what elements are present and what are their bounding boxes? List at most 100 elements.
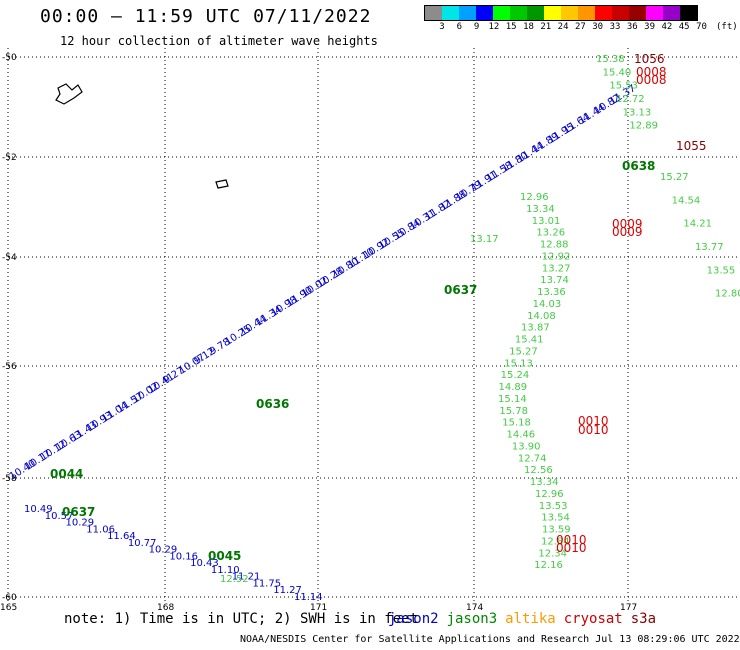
track-label: 14.08 xyxy=(527,311,556,322)
track-label: 11.10 xyxy=(211,565,240,576)
track-label: 12.56 xyxy=(524,465,553,476)
legend-label: 15 xyxy=(505,22,517,32)
legend-swatch xyxy=(578,6,595,20)
track-label: 13.77 xyxy=(695,242,724,253)
lat-label: -52 xyxy=(2,153,17,163)
track-label: 12.96 xyxy=(535,489,564,500)
track-label: 12.84 xyxy=(541,536,570,547)
lon-label: 171 xyxy=(310,603,327,613)
track-label: 0010 xyxy=(556,533,587,547)
legend-swatch xyxy=(527,6,544,20)
track-label: 10.29 xyxy=(66,518,95,529)
lat-label: -56 xyxy=(2,362,17,372)
track-label: 1055 xyxy=(676,139,707,153)
legend-label: 3 xyxy=(439,22,445,32)
track-label: 13.36 xyxy=(537,287,566,298)
lat-label: -50 xyxy=(2,53,17,63)
track-label: 13.87 xyxy=(521,323,550,334)
track-label: 0045 xyxy=(208,549,241,563)
track-label: 0010 xyxy=(578,414,609,428)
legend-swatch xyxy=(425,6,442,20)
track-label: 12.89 xyxy=(629,121,658,132)
track-label: 12.88 xyxy=(540,240,569,251)
track-label: 1056 xyxy=(634,52,665,66)
track-label: 10.43 xyxy=(190,558,219,569)
lat-label: -54 xyxy=(2,253,17,263)
track-label: 11.21 xyxy=(232,572,261,583)
legend-label: 21 xyxy=(540,22,552,32)
track-label: 10.29 xyxy=(149,545,178,556)
track-label: 11.75 xyxy=(252,578,281,589)
legend-label: 12 xyxy=(488,22,500,32)
legend-label: 70 xyxy=(696,22,707,32)
track-label: 0010 xyxy=(578,423,609,437)
track-label: 10.49 xyxy=(24,504,53,515)
track-label: 11.64 xyxy=(107,531,136,542)
track-label: 0044 xyxy=(50,467,83,481)
track-label: 12.80 xyxy=(715,289,740,300)
track-label: 13.34 xyxy=(530,477,559,488)
track-label: 13.54 xyxy=(541,513,570,524)
track-label: 0009 xyxy=(612,225,643,239)
legend-swatch xyxy=(629,6,646,20)
track-label: 15.24 xyxy=(501,370,530,381)
track-label: 12.72 xyxy=(616,94,645,105)
legend-swatch xyxy=(476,6,493,20)
track-label: 14.54 xyxy=(672,195,701,206)
track-label: 0009 xyxy=(612,217,643,231)
track-label: 11.14 xyxy=(294,592,323,603)
legend-label: 18 xyxy=(523,22,534,32)
legend-label: 24 xyxy=(557,22,569,32)
satellite-legend: jason2 jason3 altika cryosat s3a xyxy=(388,611,664,627)
legend-label: 9 xyxy=(473,22,480,32)
legend-swatch xyxy=(595,6,612,20)
legend-label: 27 xyxy=(574,22,586,32)
track-label: 14.46 xyxy=(507,430,536,441)
track-label: 15.53 xyxy=(609,81,638,92)
page-title: 00:00 – 11:59 UTC 07/11/2022 xyxy=(40,6,372,27)
track-label: 15.78 xyxy=(499,406,528,417)
track-label: 0008 xyxy=(636,73,667,87)
track-label: 13.34 xyxy=(526,204,555,215)
track-label: 14.03 xyxy=(533,299,562,310)
legend-label: 39 xyxy=(644,22,656,32)
legend-label: 42 xyxy=(661,22,673,32)
lon-label: 174 xyxy=(466,603,483,613)
track-label: 0637 xyxy=(62,505,95,519)
legend-swatch xyxy=(612,6,629,20)
track-label: 13.74 xyxy=(540,275,569,286)
satellite-name: jason2 xyxy=(388,611,439,627)
track-label: 12.96 xyxy=(520,192,549,203)
track-label: 12.34 xyxy=(538,548,567,559)
footer-credit: NOAA/NESDIS Center for Satellite Applica… xyxy=(240,634,740,645)
track-label: 10.57 xyxy=(45,511,74,522)
track-label: 10.16 xyxy=(169,551,198,562)
track-label: 15.27 xyxy=(660,172,689,183)
legend-swatch xyxy=(544,6,561,20)
color-legend xyxy=(424,5,698,21)
legend-label: 33 xyxy=(609,22,621,32)
legend-swatch xyxy=(459,6,476,20)
track-label: 13.55 xyxy=(707,265,736,276)
track-label: 15.40 xyxy=(603,67,632,78)
legend-swatch xyxy=(561,6,578,20)
track-label: 15.18 xyxy=(502,418,531,429)
satellite-name: altika xyxy=(505,611,556,627)
legend-swatch xyxy=(646,6,663,20)
legend-label: 36 xyxy=(626,22,638,32)
legend-label: 6 xyxy=(456,22,462,32)
track-label: 12.52 xyxy=(220,574,249,585)
track-label: 11.27 xyxy=(273,585,302,596)
longitude-labels: 165 168 171 174 177 xyxy=(0,603,637,613)
legend-unit: (ft) xyxy=(716,22,738,32)
island-shape xyxy=(55,83,229,189)
track-label: 12.16 xyxy=(534,560,563,571)
track-labels: 10.4010.1710.1210.6311.4310.9311.0411.57… xyxy=(8,52,740,603)
track-label: 0008 xyxy=(636,65,667,79)
track-label: 13.27 xyxy=(542,263,571,274)
track-label: 11.06 xyxy=(86,524,115,535)
legend-label: 45 xyxy=(678,22,690,32)
track-label: 15.13 xyxy=(504,358,533,369)
track-label: 10.77 xyxy=(128,538,157,549)
